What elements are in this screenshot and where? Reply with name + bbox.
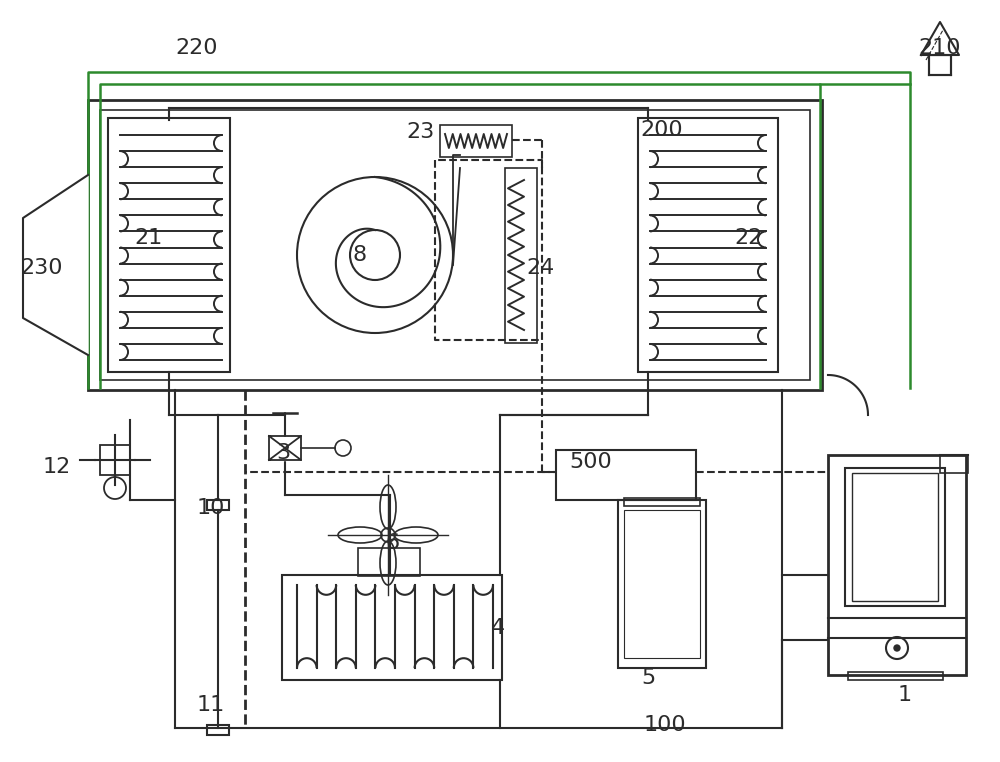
Text: 11: 11 bbox=[197, 695, 225, 715]
Text: 220: 220 bbox=[176, 38, 218, 58]
Text: 21: 21 bbox=[134, 228, 162, 248]
Bar bbox=[852, 473, 938, 601]
Bar bbox=[828, 455, 966, 675]
Bar bbox=[845, 468, 945, 606]
Bar bbox=[929, 55, 951, 75]
Bar bbox=[618, 500, 706, 668]
Text: 230: 230 bbox=[21, 258, 63, 278]
Text: 8: 8 bbox=[353, 245, 367, 265]
Bar bbox=[108, 118, 230, 372]
Bar bbox=[638, 118, 778, 372]
Text: 22: 22 bbox=[734, 228, 762, 248]
Bar bbox=[88, 100, 822, 390]
Text: 24: 24 bbox=[526, 258, 554, 278]
Text: 500: 500 bbox=[570, 452, 612, 472]
Bar bbox=[282, 575, 502, 680]
Polygon shape bbox=[23, 175, 88, 355]
Bar bbox=[440, 125, 512, 157]
Bar bbox=[624, 510, 700, 658]
Text: 23: 23 bbox=[406, 122, 434, 142]
Bar bbox=[848, 672, 943, 680]
Text: 12: 12 bbox=[43, 457, 71, 477]
Text: 5: 5 bbox=[641, 668, 655, 688]
Text: 1: 1 bbox=[898, 685, 912, 705]
Polygon shape bbox=[269, 436, 301, 460]
Bar bbox=[207, 725, 229, 735]
Bar bbox=[624, 498, 700, 506]
Text: 100: 100 bbox=[644, 715, 686, 735]
Bar bbox=[100, 445, 130, 475]
Bar bbox=[940, 455, 968, 473]
Text: 200: 200 bbox=[641, 120, 683, 140]
Text: 3: 3 bbox=[276, 443, 290, 463]
Bar bbox=[505, 168, 537, 343]
Text: 210: 210 bbox=[919, 38, 961, 58]
Polygon shape bbox=[921, 22, 959, 55]
Text: 6: 6 bbox=[386, 533, 400, 553]
Text: 10: 10 bbox=[197, 498, 225, 518]
Circle shape bbox=[894, 645, 900, 651]
Bar bbox=[100, 110, 810, 380]
Text: 4: 4 bbox=[491, 618, 505, 638]
Bar bbox=[358, 548, 420, 576]
Bar bbox=[207, 500, 229, 510]
Bar bbox=[556, 450, 696, 500]
